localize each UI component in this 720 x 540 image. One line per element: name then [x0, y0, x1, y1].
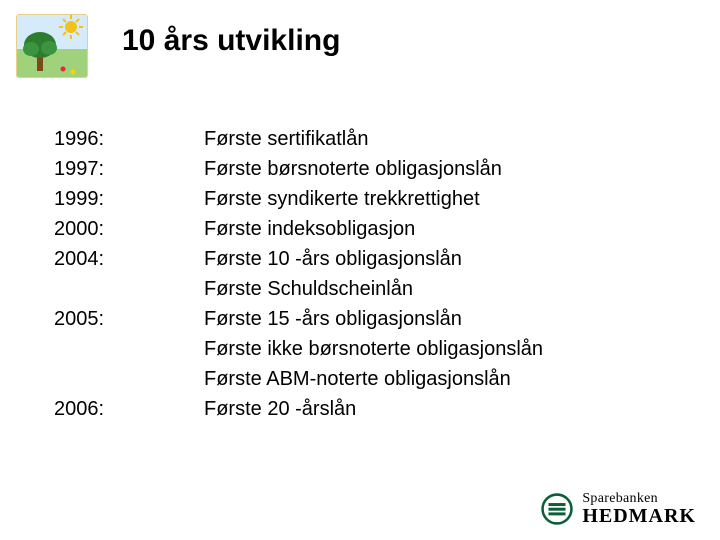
event-text: Første sertifikatlån	[204, 124, 543, 154]
corner-illustration	[16, 14, 88, 78]
year-label	[54, 274, 204, 304]
event-text: Første 10 -års obligasjonslån	[204, 244, 543, 274]
slide: 10 års utvikling 1996: 1997: 1999: 2000:…	[0, 0, 720, 540]
bank-logo-icon	[540, 492, 574, 526]
event-text: Første 15 -års obligasjonslån	[204, 304, 543, 334]
timeline-years-column: 1996: 1997: 1999: 2000: 2004: 2005: 2006…	[54, 124, 204, 424]
brand-line2: HEDMARK	[582, 506, 696, 526]
year-label: 2000:	[54, 214, 204, 244]
event-text: Første Schuldscheinlån	[204, 274, 543, 304]
tree-sun-icon	[17, 15, 87, 77]
year-label: 1996:	[54, 124, 204, 154]
year-label	[54, 364, 204, 394]
event-text: Første ikke børsnoterte obligasjonslån	[204, 334, 543, 364]
footer-brand: Sparebanken HEDMARK	[540, 492, 696, 526]
brand-line1: Sparebanken	[582, 492, 696, 506]
year-label	[54, 334, 204, 364]
year-label: 1999:	[54, 184, 204, 214]
event-text: Første 20 -årslån	[204, 394, 543, 424]
bank-name: Sparebanken HEDMARK	[582, 492, 696, 526]
year-label: 2006:	[54, 394, 204, 424]
year-label: 2004:	[54, 244, 204, 274]
year-label: 2005:	[54, 304, 204, 334]
event-text: Første ABM-noterte obligasjonslån	[204, 364, 543, 394]
event-text: Første børsnoterte obligasjonslån	[204, 154, 543, 184]
year-label: 1997:	[54, 154, 204, 184]
slide-title: 10 års utvikling	[122, 24, 340, 58]
timeline-events-column: Første sertifikatlån Første børsnoterte …	[204, 124, 543, 424]
event-text: Første indeksobligasjon	[204, 214, 543, 244]
event-text: Første syndikerte trekkrettighet	[204, 184, 543, 214]
timeline: 1996: 1997: 1999: 2000: 2004: 2005: 2006…	[54, 124, 543, 424]
